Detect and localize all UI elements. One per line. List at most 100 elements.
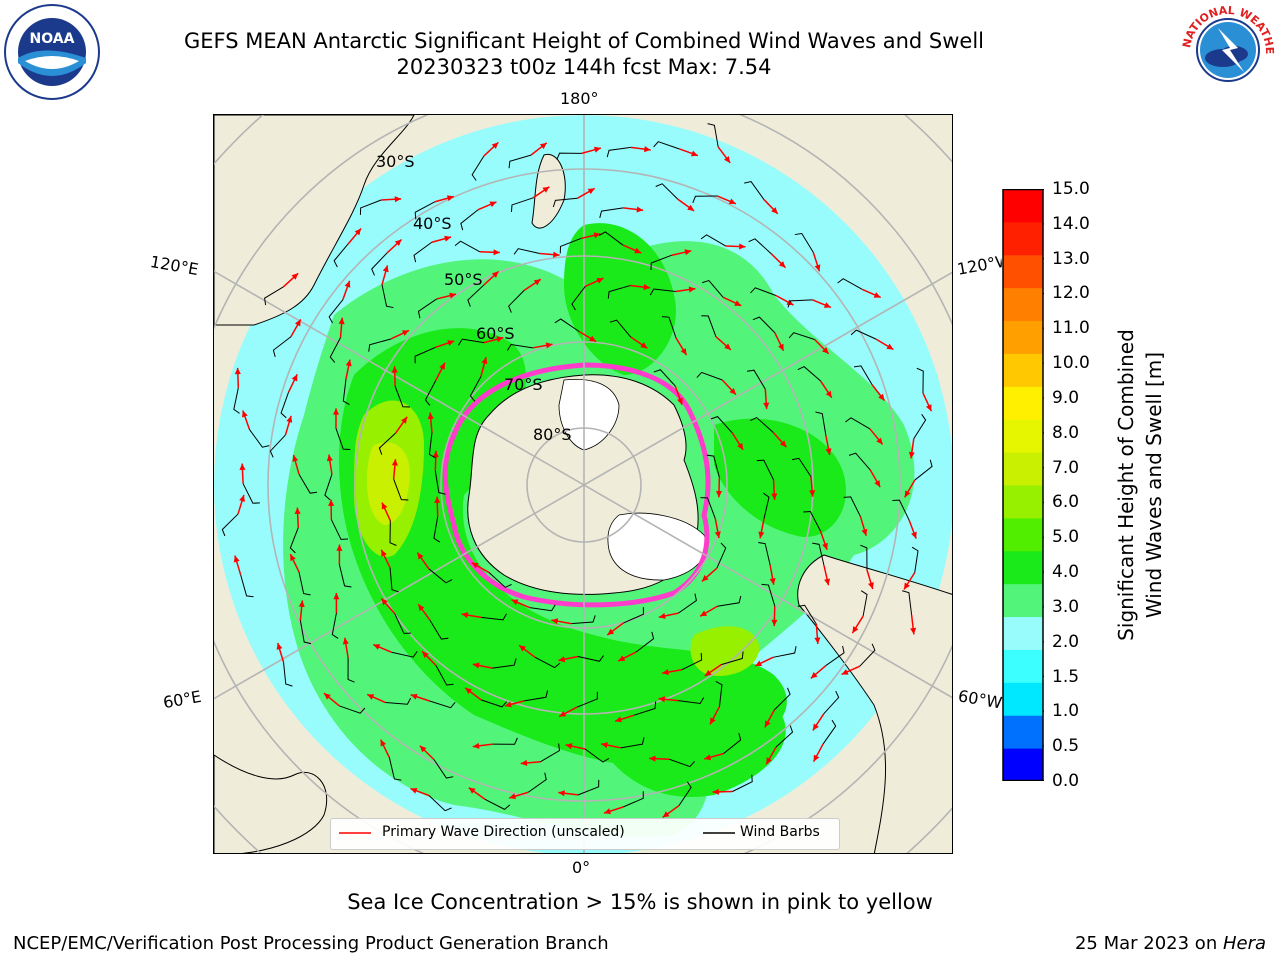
colorbar-tick-label: 12.0 [1052, 283, 1090, 304]
wind-barb [607, 285, 631, 299]
wind-barb [747, 369, 766, 390]
wave-arrow-head [873, 292, 881, 298]
wave-arrow-head [292, 454, 299, 462]
wave-arrow-head [427, 412, 434, 420]
wind-barb [681, 652, 703, 671]
wind-barb [272, 336, 292, 358]
chart-title-line2: 20230323 t00z 144h fcst Max: 7.54 [396, 55, 772, 79]
wind-barb [378, 432, 396, 455]
wave-arrow-head [446, 195, 454, 202]
wind-barb [417, 298, 437, 319]
colorbar-tick-label: 4.0 [1052, 562, 1080, 583]
colorbar-segment [1003, 517, 1043, 552]
wave-arrow-head [636, 206, 644, 213]
wind-barb [797, 604, 817, 625]
wind-barb [331, 612, 339, 639]
wind-barb [823, 690, 840, 715]
lon-label-60e: 60°E [161, 686, 203, 713]
legend-barb-label: Wind Barbs [740, 824, 820, 840]
wave-arrow-head [911, 531, 917, 539]
wind-barb [552, 197, 578, 208]
colorbar-segment [1003, 353, 1043, 387]
wind-barb [853, 365, 873, 386]
wind-barb [576, 691, 598, 708]
wave-arrow-head [688, 286, 696, 293]
wave-arrow-head [468, 787, 476, 794]
wind-barb [414, 346, 436, 364]
wave-arrow-head [461, 612, 469, 619]
wind-barb [815, 411, 827, 436]
lon-label-0: 0° [572, 858, 591, 877]
wind-barb [748, 238, 772, 255]
wave-arrow-head [493, 249, 500, 256]
wave-arrow-head [690, 150, 698, 157]
wind-barb [715, 680, 723, 707]
footer-date: 25 Mar 2023 on [1074, 933, 1223, 954]
wave-arrow-head [723, 156, 731, 163]
sea-ice-edge [442, 362, 711, 608]
wind-barb [347, 657, 355, 683]
wave-arrow-head [354, 228, 362, 236]
lat-label-70s: 70°S [504, 375, 543, 394]
wave-arrow-head [465, 687, 473, 695]
wind-barb [571, 286, 586, 311]
map-panel [213, 114, 953, 854]
wave-arrow-head [472, 742, 480, 749]
wind-barb [299, 620, 312, 645]
wave-arrow-head [904, 490, 911, 498]
wind-barb [692, 195, 718, 203]
wind-barb [620, 737, 645, 749]
colorbar-tick-label: 2.0 [1052, 631, 1080, 652]
wind-barb [428, 432, 436, 459]
colorbar-segment [1003, 616, 1043, 650]
colorbar-segment [1003, 254, 1043, 289]
wind-barb [540, 743, 561, 763]
wind-barb [435, 665, 454, 686]
wave-arrow-head [333, 592, 340, 600]
wave-arrow-head [729, 387, 736, 395]
wave-arrow-head [825, 448, 832, 456]
wave-arrow-head [342, 637, 349, 645]
wave-arrow-head [545, 342, 553, 349]
wind-barb [700, 234, 726, 247]
wave-arrow-head [294, 507, 301, 514]
wind-barb [429, 700, 456, 709]
wind-barb [534, 656, 561, 669]
wave-arrow-head [710, 717, 716, 725]
wave-arrow-head [504, 701, 512, 708]
wind-barb [721, 651, 744, 666]
wind-barb [707, 123, 719, 147]
colorbar-segment [1003, 189, 1043, 223]
wave-arrow-head [886, 343, 894, 350]
wind-barb [678, 593, 697, 614]
wind-barb [668, 758, 695, 768]
lat-label-30s: 30°S [376, 152, 415, 171]
wind-barb [433, 759, 454, 779]
wave-arrow-head [276, 643, 283, 650]
wind-barb [848, 452, 871, 471]
wind-barb [433, 516, 441, 543]
wave-arrow-head [814, 264, 821, 272]
colorbar-title-line2: Wind Waves and Swell [m] [1142, 351, 1166, 619]
region-4m-east [714, 418, 846, 537]
wind-barb [752, 316, 776, 334]
wave-arrow-head [298, 600, 305, 608]
wave-arrow-head [447, 340, 455, 346]
wave-arrow-head [687, 204, 695, 211]
wind-barb [902, 590, 913, 615]
wave-arrow-head [778, 343, 784, 351]
wave-arrow-head [328, 499, 335, 506]
wave-arrow-head [381, 502, 388, 510]
wave-arrow-head [558, 656, 566, 663]
colorbar-segment [1003, 649, 1043, 683]
wind-barb [481, 613, 507, 621]
wave-arrow-head [345, 359, 352, 367]
wind-barb [606, 146, 631, 158]
wave-arrow-head [813, 754, 820, 762]
wave-arrow-head [822, 347, 829, 354]
wind-barb [385, 697, 412, 705]
wind-barb [696, 371, 723, 381]
wave-arrow-head [658, 612, 666, 619]
wind-barb [342, 379, 350, 405]
colorbar-segment [1003, 485, 1043, 519]
